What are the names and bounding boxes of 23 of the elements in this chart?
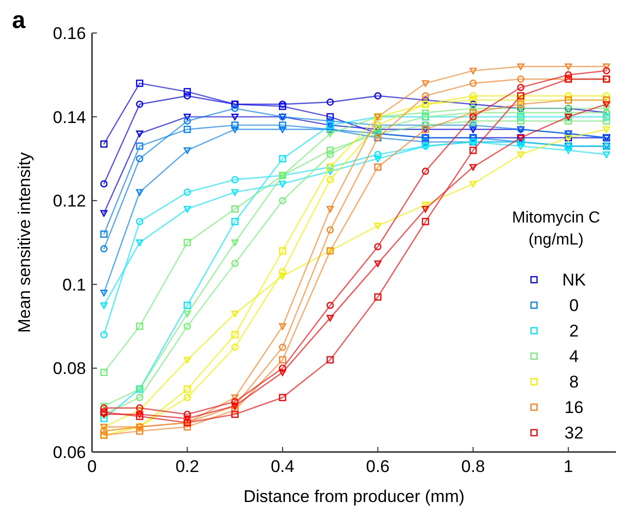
- text: a: [12, 7, 26, 34]
- legend-label: 32: [564, 424, 584, 443]
- legend-label: 16: [564, 398, 584, 418]
- x-tick-label: 0.2: [175, 457, 200, 476]
- y-tick-label: 0.14: [52, 108, 86, 127]
- x-tick-label: 0.4: [270, 457, 294, 476]
- legend-label: 2: [569, 322, 579, 341]
- y-tick-label: 0.06: [52, 443, 86, 462]
- x-axis-title: Distance from producer (mm): [243, 487, 465, 506]
- y-tick-label: 0.12: [52, 192, 86, 211]
- legend-label: 8: [569, 372, 579, 392]
- y-tick-label: 0.1: [62, 275, 86, 294]
- y-tick-label: 0.08: [52, 359, 86, 378]
- legend-label: NK: [562, 270, 586, 290]
- x-tick-label: 0.8: [461, 457, 485, 476]
- x-tick-label: 1: [564, 457, 574, 476]
- y-tick-label: 0.16: [52, 24, 86, 43]
- legend-label: 0: [569, 296, 579, 316]
- x-tick-label: 0.6: [366, 457, 390, 476]
- y-axis-title: Mean sensitive intensity: [15, 152, 34, 333]
- legend-label: 4: [569, 347, 579, 366]
- legend-title: Mitomycin C (ng/mL): [512, 210, 600, 249]
- x-tick-label: 0: [87, 457, 97, 476]
